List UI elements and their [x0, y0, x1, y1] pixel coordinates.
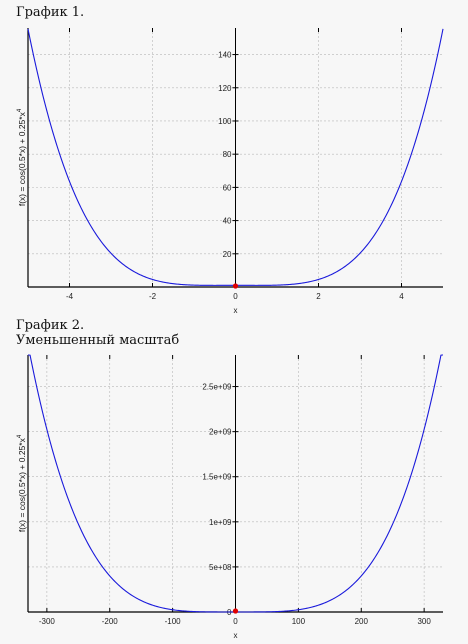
x-tick-label: 200 [355, 617, 369, 626]
x-axis-label: x [234, 631, 238, 640]
y-tick-label: 20 [223, 250, 232, 259]
x-tick-label: 4 [399, 292, 404, 301]
x-axis-label: x [234, 306, 238, 315]
y-tick-label: 80 [223, 150, 232, 159]
x-tick-label: -2 [149, 292, 157, 301]
x-tick-label: 2 [316, 292, 321, 301]
y-tick-label: 120 [218, 84, 232, 93]
y-axis-label-exponent: 4 [17, 108, 23, 112]
y-axis-label: f(x) = cos(0.5*x) + 0.25*x4 [17, 108, 27, 206]
chart1-group: -4 -2 0 2 4 20 40 60 80 100 120 140 x f(x) = cos(0.5*… [17, 28, 444, 315]
y-tick-label: 1.5e+09 [202, 473, 232, 482]
x-tick-label: -4 [66, 292, 74, 301]
origin-point-marker [232, 283, 239, 289]
y-tick-label: 40 [223, 217, 232, 226]
x-tick-label: -100 [165, 617, 182, 626]
y-tick-label: 1e+09 [209, 518, 232, 527]
chart2-subtitle: Уменьшенный масштаб [16, 333, 180, 348]
origin-point-marker [232, 608, 239, 614]
chart1-title: График 1. [16, 5, 85, 20]
x-tick-label: -200 [102, 617, 119, 626]
y-tick-label: 2e+09 [209, 428, 232, 437]
y-tick-label: 100 [218, 117, 232, 126]
y-axis-label-exponent: 4 [17, 434, 23, 438]
y-tick-label: 2.5e+09 [202, 383, 232, 392]
y-tick-label: 60 [223, 183, 232, 192]
x-tick-label: 0 [233, 617, 238, 626]
x-tick-label: 300 [417, 617, 431, 626]
y-axis-label: f(x) = cos(0.5*x) + 0.25*x4 [17, 434, 27, 532]
x-tick-label: 100 [292, 617, 306, 626]
y-tick-label: 5e+08 [209, 563, 232, 572]
x-tick-label: 0 [233, 292, 238, 301]
y-tick-label: 140 [218, 51, 232, 60]
chart2-title: График 2. [16, 318, 85, 333]
x-tick-label: -300 [39, 617, 56, 626]
chart2-group: -300 -200 -100 0 100 200 30005e+081e+091.5e+09… [17, 354, 443, 640]
